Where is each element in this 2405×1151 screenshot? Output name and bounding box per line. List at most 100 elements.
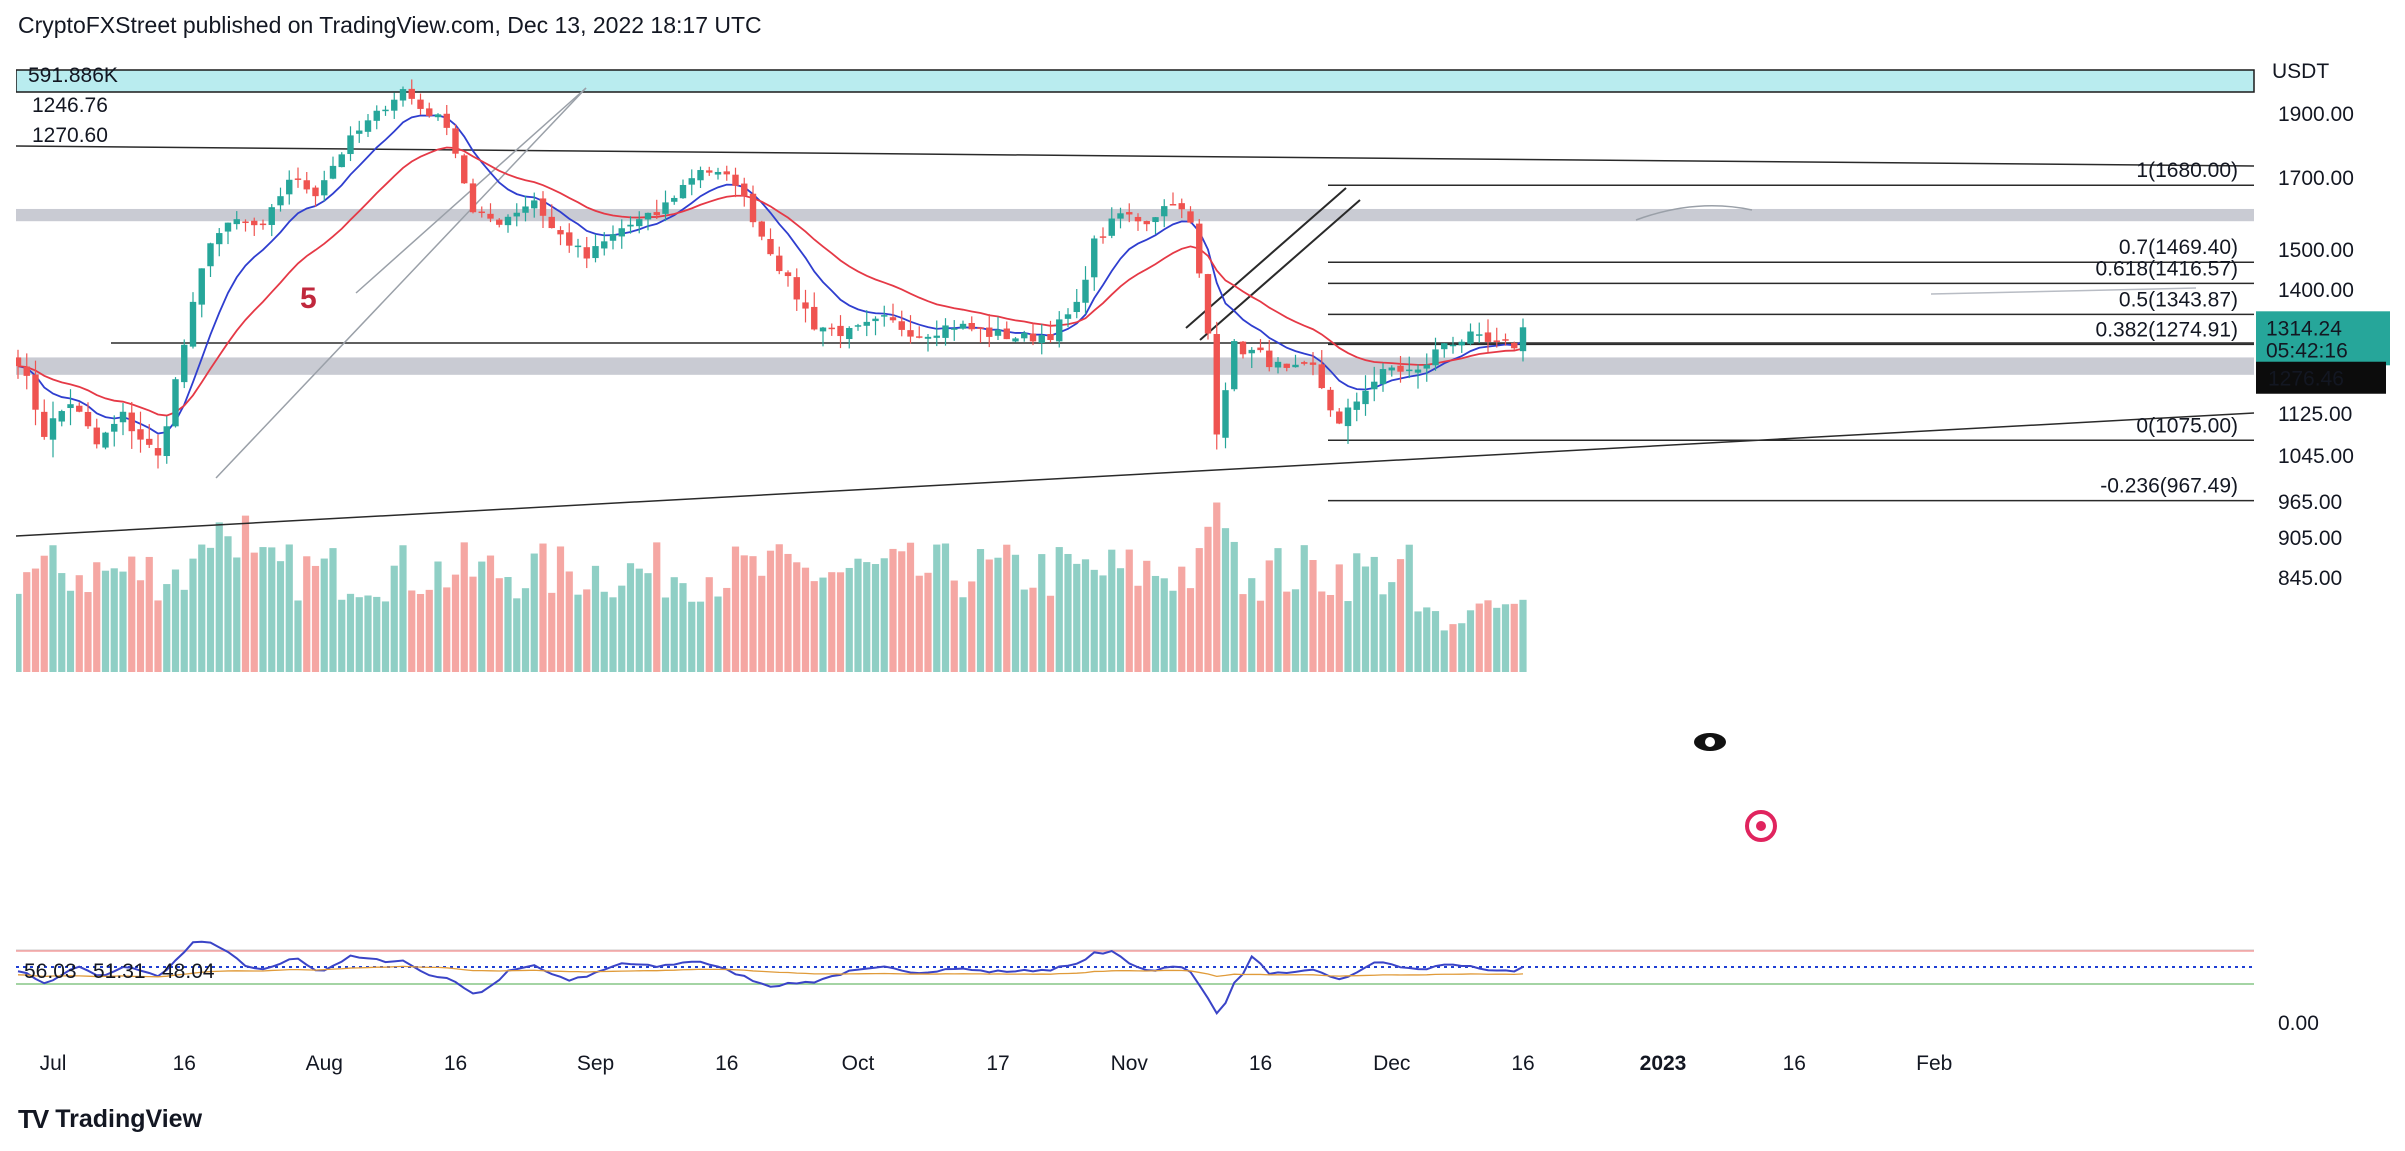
candle-body — [207, 243, 214, 267]
candle-body — [872, 318, 879, 322]
time-tick-label: Aug — [306, 1052, 343, 1075]
volume-bar — [443, 587, 451, 672]
time-tick-label: Dec — [1373, 1052, 1410, 1075]
volume-bar — [373, 596, 381, 672]
candle-body — [277, 196, 284, 206]
trendline-lower — [16, 412, 2255, 537]
volume-bar — [346, 593, 355, 672]
candle-body — [881, 315, 888, 317]
time-tick-label: Jul — [40, 1052, 67, 1075]
candle-body — [898, 321, 905, 330]
volume-bar — [836, 572, 845, 672]
candle-body — [784, 272, 792, 277]
volume-bar — [311, 565, 320, 672]
volume-bar — [364, 595, 372, 672]
candle-body — [1371, 381, 1378, 390]
price-level-value: 1276.46 — [2268, 368, 2344, 391]
price-tick-label: 1045.00 — [2278, 445, 2354, 468]
volume-bar — [1414, 611, 1422, 672]
fib-level-label: 0.382(1274.91) — [2096, 318, 2238, 341]
candle-body — [242, 221, 249, 224]
time-tick-label: 16 — [173, 1052, 196, 1075]
volume-bar — [1353, 553, 1361, 672]
volume-bar — [1134, 585, 1142, 672]
rsi-value: 51.31 — [93, 960, 146, 983]
volume-bar — [381, 601, 390, 672]
eye-icon-pupil — [1705, 737, 1715, 747]
candle-body — [1073, 301, 1080, 313]
candle-body — [1239, 341, 1247, 355]
candle-body — [487, 213, 494, 219]
candle-body — [469, 183, 477, 213]
axis-unit-label: USDT — [2272, 60, 2329, 83]
candle-body — [749, 193, 757, 223]
candle-body — [601, 241, 608, 249]
rsi-value: 56.03 — [24, 960, 77, 983]
volume-bar — [679, 583, 687, 672]
candle-body — [321, 180, 328, 196]
candle-body — [793, 277, 800, 300]
volume-bar — [189, 558, 197, 672]
candle-body — [618, 228, 625, 237]
candle-body — [1257, 347, 1264, 351]
volume-bar — [731, 546, 740, 672]
volume-bar — [66, 590, 75, 672]
volume-bar — [215, 522, 223, 672]
candle-body — [16, 357, 22, 367]
candle-body — [356, 130, 363, 134]
legend-ema-blue: 1270.60 — [32, 124, 108, 147]
candle-body — [189, 301, 197, 347]
candle-body — [1344, 407, 1352, 427]
candle-body — [434, 114, 442, 118]
candle-body — [1161, 206, 1168, 217]
candle-body — [1441, 343, 1448, 350]
candle-body — [1178, 203, 1185, 210]
price-tick-label: 0.00 — [2278, 1012, 2319, 1035]
tradingview-name: TradingView — [55, 1105, 203, 1133]
candle-body — [1126, 212, 1133, 215]
price-chart[interactable]: 1(1680.00) 0.7(1469.40)0.618(1416.57) 0.5(… — [16, 48, 2390, 1084]
volume-bar — [128, 556, 136, 672]
volume-bar — [749, 556, 757, 672]
rsi-line — [17, 940, 1524, 1015]
volume-bar — [933, 544, 941, 672]
price-tick-label: 845.00 — [2278, 567, 2342, 590]
candle-body — [1248, 349, 1255, 354]
moving-averages-layer — [17, 114, 1524, 435]
candle-body — [837, 325, 844, 337]
volume-bar — [390, 565, 398, 672]
volume-bar — [434, 561, 442, 672]
current-price-value: 1314.24 — [2266, 317, 2342, 340]
volume-bar — [880, 558, 888, 672]
candle-body — [609, 234, 617, 241]
chart-frame[interactable]: 1(1680.00) 0.7(1469.40) 0.618(1416.57) 0.5(… — [16, 48, 2390, 1084]
time-tick-label: 16 — [715, 1052, 738, 1075]
candle-body — [163, 426, 170, 457]
candle-body — [574, 245, 582, 248]
candle-body — [924, 336, 932, 339]
volume-bar — [539, 543, 547, 672]
volume-bar — [93, 562, 101, 672]
candle-body — [111, 423, 118, 432]
candle-body — [1213, 334, 1220, 435]
fib-level-label: -0.236(967.49) — [2100, 475, 2238, 498]
candle-body — [224, 222, 232, 232]
candle-body — [102, 432, 109, 448]
candle-body — [767, 238, 774, 255]
volume-bar — [259, 547, 267, 672]
volume-bar — [285, 544, 293, 672]
resistance-zone — [16, 208, 2254, 222]
tradingview-brand[interactable]: TV TradingView — [18, 1104, 202, 1135]
volume-bar — [653, 542, 661, 672]
volume-bar — [1116, 568, 1125, 672]
volume-bar — [136, 580, 145, 672]
volume-bar — [1493, 607, 1501, 672]
volume-bar — [16, 593, 22, 672]
candle-body — [382, 109, 389, 112]
time-axis: Jul 16 Aug 16 Sep 16 Oct 17 Nov 16 Dec 16 2023 16 Feb — [40, 1052, 1953, 1075]
candle-body — [181, 344, 188, 383]
volume-bar — [1125, 549, 1133, 672]
volume-bar — [416, 593, 425, 672]
volume-bar — [198, 544, 206, 672]
candle-body — [688, 178, 695, 185]
